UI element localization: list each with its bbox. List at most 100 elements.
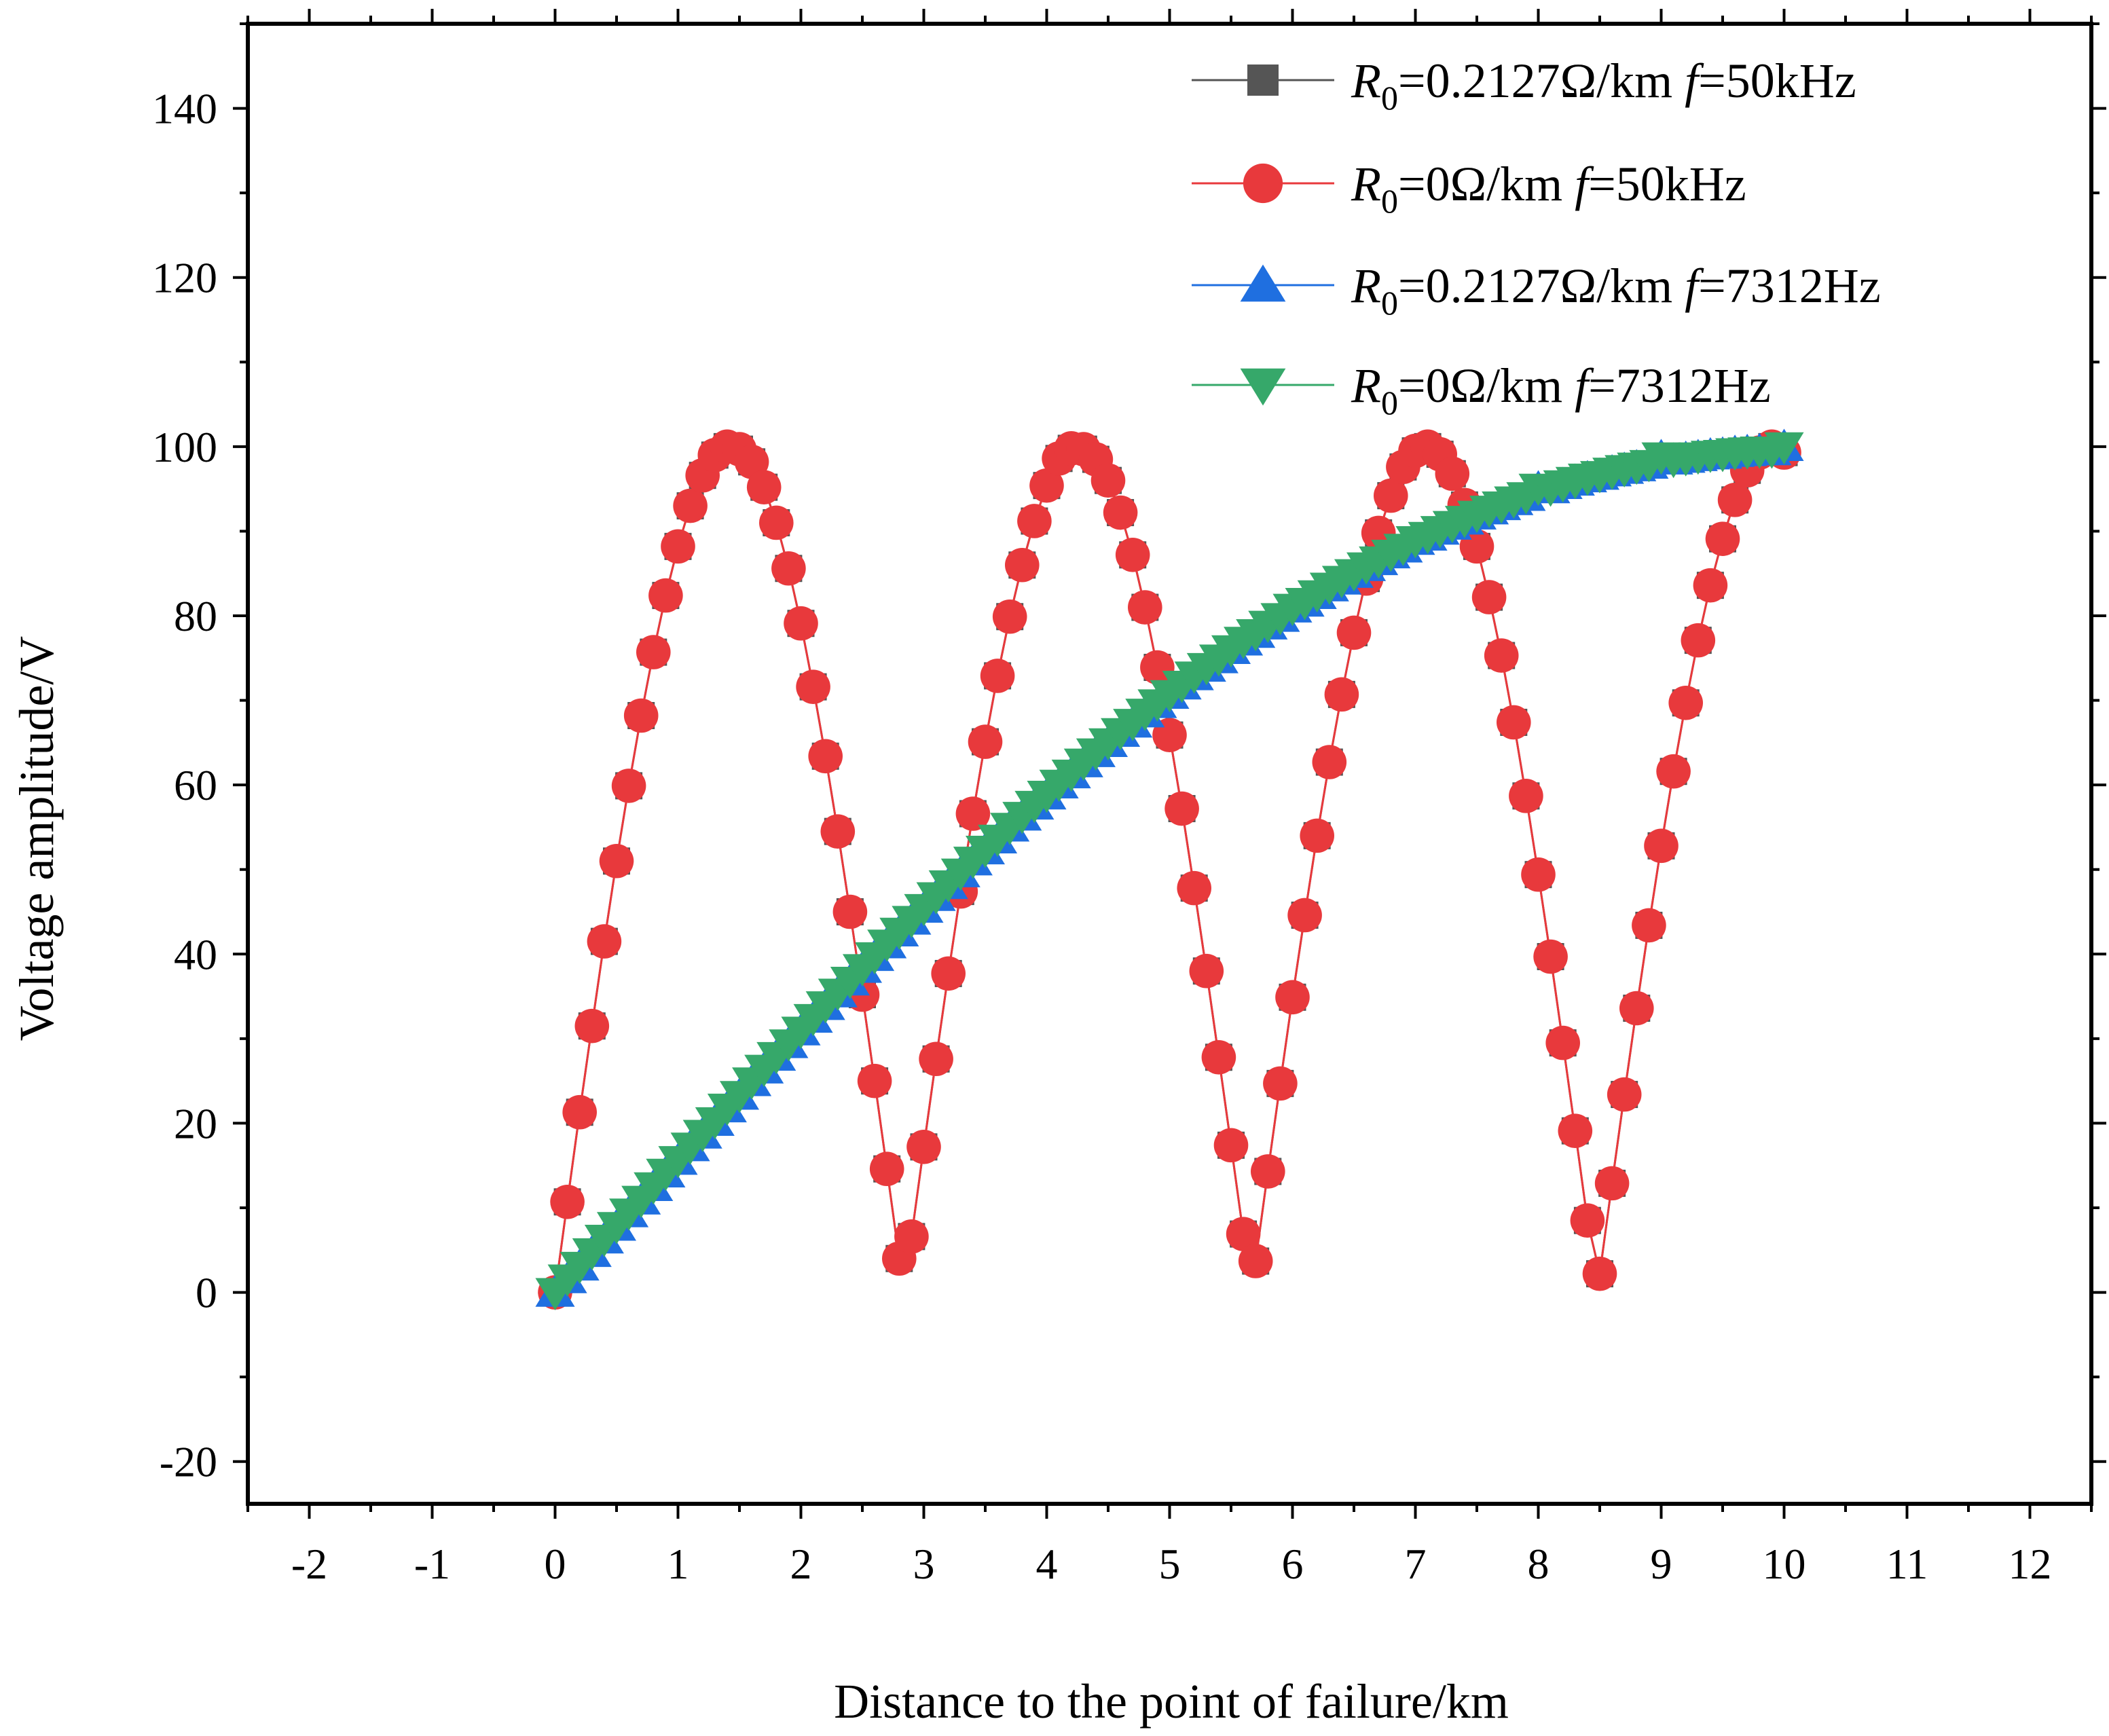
x-tick-label: 0 <box>545 1540 566 1588</box>
x-tick-label: 5 <box>1159 1540 1181 1588</box>
data-point <box>746 470 782 504</box>
legend-label: R0=0Ω/km f=50kHz <box>1351 157 1746 220</box>
data-point <box>1681 623 1716 658</box>
data-point <box>931 956 966 991</box>
data-point <box>1336 615 1372 650</box>
legend-label-part: 0 <box>1381 79 1398 117</box>
data-point <box>599 843 634 879</box>
data-point <box>661 529 695 564</box>
legend-label: R0=0.2127Ω/km f=50kHz <box>1351 54 1856 117</box>
data-point <box>1558 1113 1593 1148</box>
data-point <box>771 551 806 586</box>
data-point <box>1632 908 1666 943</box>
legend-item-3: R0=0.2127Ω/km f=7312Hz <box>1192 259 1881 322</box>
series-4 <box>535 432 1804 1310</box>
y-tick-label: 40 <box>174 930 217 978</box>
data-point <box>1238 1244 1273 1278</box>
y-tick-label: -20 <box>160 1438 217 1486</box>
legend-label-part: R <box>1351 157 1381 211</box>
data-point <box>1435 456 1470 492</box>
data-point <box>1705 521 1740 556</box>
y-tick-label: 120 <box>152 254 217 302</box>
legend-label-part: 0 <box>1381 284 1398 322</box>
x-tick-label: 12 <box>2009 1540 2052 1588</box>
legend-label-part: =7312Hz <box>1588 358 1771 413</box>
data-point <box>1005 547 1040 583</box>
data-point <box>1300 818 1334 853</box>
data-point <box>673 488 708 523</box>
legend-marker <box>1243 163 1283 204</box>
data-point <box>1764 432 1804 465</box>
series-2 <box>538 429 1801 1310</box>
data-point <box>587 924 622 959</box>
data-point <box>1275 980 1310 1015</box>
x-tick-label: 8 <box>1528 1540 1549 1588</box>
legend-marker <box>1240 368 1286 406</box>
data-point <box>1017 504 1052 538</box>
data-point <box>1213 1128 1249 1163</box>
data-point <box>1090 463 1126 498</box>
data-point <box>832 894 868 929</box>
legend-label-part: =0.2127Ω/km <box>1398 259 1685 313</box>
data-point <box>1545 1025 1580 1060</box>
data-point <box>1619 991 1654 1026</box>
data-point <box>1533 939 1568 974</box>
data-point <box>1693 568 1728 603</box>
data-point <box>1189 953 1224 989</box>
data-point <box>992 599 1027 634</box>
data-point <box>968 724 1003 759</box>
legend-label-part: R <box>1351 54 1381 108</box>
legend-label-part: =50kHz <box>1588 157 1746 211</box>
data-point <box>919 1041 953 1077</box>
data-point <box>1324 677 1359 712</box>
data-point <box>869 1151 904 1186</box>
data-point <box>550 1184 585 1219</box>
legend-label-part: =7312Hz <box>1698 259 1881 313</box>
data-point <box>734 444 769 479</box>
data-point <box>1471 580 1507 614</box>
x-tick-label: 2 <box>790 1540 812 1588</box>
x-tick-label: -1 <box>414 1540 450 1588</box>
series-layer <box>535 428 1804 1310</box>
legend-label-part: 0 <box>1381 384 1398 422</box>
data-point <box>1607 1077 1642 1112</box>
data-point <box>611 769 646 803</box>
y-tick-label: 20 <box>174 1099 217 1147</box>
data-point <box>1201 1039 1236 1075</box>
axes-layer <box>233 9 2106 1519</box>
legend-label: R0=0.2127Ω/km f=7312Hz <box>1351 259 1881 322</box>
data-point <box>1594 1166 1630 1201</box>
data-point <box>1374 478 1408 513</box>
legend-label-part: =0Ω/km <box>1398 157 1575 211</box>
y-tick-label: 100 <box>152 423 217 471</box>
data-point <box>1115 538 1150 572</box>
data-point <box>759 505 794 540</box>
data-point <box>1312 745 1347 779</box>
legend-label-part: =50kHz <box>1698 54 1856 108</box>
data-point <box>1103 495 1138 530</box>
data-point <box>1226 1217 1261 1251</box>
x-tick-label: 1 <box>667 1540 689 1588</box>
data-point <box>623 698 659 733</box>
data-point <box>1177 870 1211 906</box>
data-point <box>857 1063 892 1098</box>
data-point <box>894 1219 929 1254</box>
data-point <box>796 669 830 704</box>
data-point <box>906 1130 941 1164</box>
data-point <box>1128 590 1162 625</box>
data-point <box>1509 779 1543 813</box>
x-tick-label: 3 <box>913 1540 935 1588</box>
y-axis-title: Voltage amplitude/V <box>10 636 64 1041</box>
data-point <box>1521 857 1556 892</box>
y-tick-label: 80 <box>174 592 217 640</box>
data-point <box>808 739 843 774</box>
x-tick-label: 9 <box>1651 1540 1672 1588</box>
data-point <box>1582 1256 1617 1291</box>
legend-label-part: R <box>1351 358 1381 413</box>
data-point <box>820 814 856 849</box>
x-tick-label: 6 <box>1282 1540 1304 1588</box>
legend-label-part: =0Ω/km <box>1398 358 1575 413</box>
legend-label: R0=0Ω/km f=7312Hz <box>1351 358 1771 422</box>
